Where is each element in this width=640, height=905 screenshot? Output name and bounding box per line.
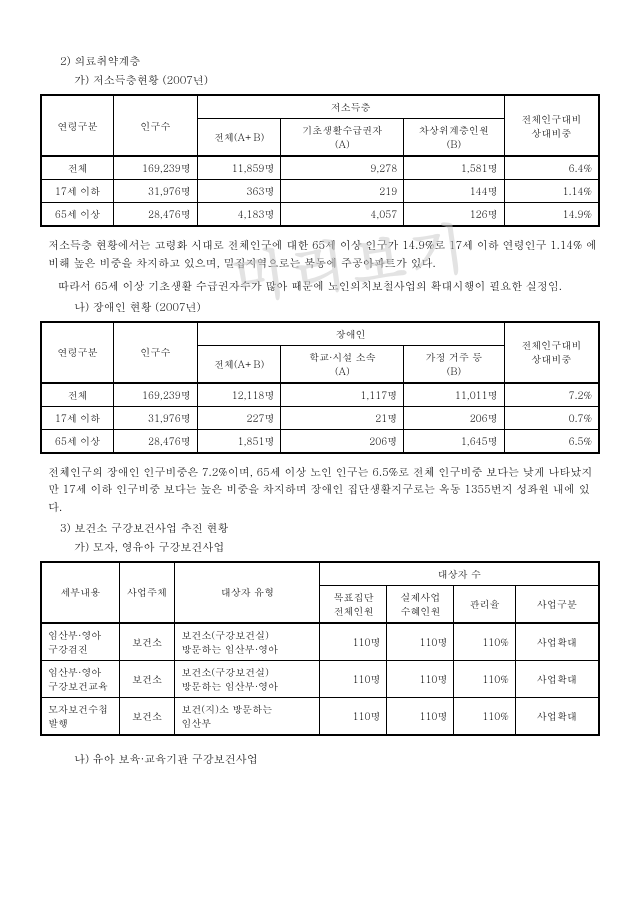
table-row: 17세 이하 31,976명 363명 219 144명 1.14%: [41, 180, 599, 203]
heading-3a: 가) 모자, 영유아 구강보건사업: [74, 540, 600, 555]
heading-2: 2) 의료취약계층: [60, 54, 600, 69]
th-b: 가정 거주 등(B): [404, 345, 504, 383]
th-target: 목표집단전체인원: [320, 585, 387, 623]
table-row: 임산부·영아구강보건교육 보건소 보건소(구강보건실)방문하는 임산부·영아 1…: [41, 660, 599, 697]
table-low-income: 연령구분 인구수 저소득층 전체인구대비상대비중 전체(A+B) 기초생활수급권…: [40, 94, 600, 227]
th-group: 저소득층: [197, 95, 504, 119]
paragraph-1: 저소득층 현황에서는 고령화 시대로 전체인구에 대한 65세 이상 인구가 1…: [48, 237, 600, 272]
table-row: 17세 이하 31,976명 227명 21명 206명 0.7%: [41, 406, 599, 429]
table-program: 세부내용 사업주체 대상자 유형 대상자 수 목표집단전체인원 실제사업수혜인원…: [40, 561, 600, 736]
th-a: 학교·시설 소속(A): [281, 345, 404, 383]
heading-3b: 나) 유아 보육·교육기관 구강보건사업: [74, 752, 600, 767]
heading-2a: 가) 저소득층현황 (2007년): [74, 73, 600, 88]
table-row: 모자보건수첩발행 보건소 보건(지)소 방문하는임산부 110명 110명 11…: [41, 697, 599, 735]
th-ratio: 전체인구대비상대비중: [504, 95, 599, 156]
th-class: 사업구분: [515, 585, 599, 623]
th-detail: 세부내용: [41, 562, 119, 623]
th-body: 사업주체: [119, 562, 175, 623]
th-age: 연령구분: [41, 95, 114, 156]
th-age: 연령구분: [41, 322, 114, 383]
table-row: 전체 169,239명 11,859명 9,278 1,581명 6.4%: [41, 156, 599, 180]
th-type: 대상자 유형: [175, 562, 320, 623]
th-ratio: 전체인구대비상대비중: [504, 322, 599, 383]
table-row: 임산부·영아구강검진 보건소 보건소(구강보건실)방문하는 임산부·영아 110…: [41, 623, 599, 661]
table-row: 65세 이상 28,476명 1,851명 206명 1,645명 6.5%: [41, 429, 599, 453]
table-disabled: 연령구분 인구수 장애인 전체인구대비상대비중 전체(A+B) 학교·시설 소속…: [40, 321, 600, 454]
th-rate: 관리율: [454, 585, 515, 623]
th-actual: 실제사업수혜인원: [387, 585, 454, 623]
th-pop: 인구수: [114, 95, 198, 156]
th-total-ab: 전체(A+B): [197, 345, 281, 383]
table-row: 전체 169,239명 12,118명 1,117명 11,011명 7.2%: [41, 383, 599, 407]
paragraph-3: 전체인구의 장애인 인구비중은 7.2%이며, 65세 이상 노인 인구는 6.…: [48, 464, 600, 517]
th-a: 기초생활수급권자(A): [281, 119, 404, 157]
paragraph-2: 따라서 65세 이상 기초생활 수급권자수가 많아 때문에 노인의치보철사업의 …: [58, 278, 600, 296]
th-pop: 인구수: [114, 322, 198, 383]
th-group: 대상자 수: [320, 562, 599, 586]
th-group: 장애인: [197, 322, 504, 346]
table-row: 65세 이상 28,476명 4,183명 4,057 126명 14.9%: [41, 203, 599, 227]
th-total-ab: 전체(A+B): [197, 119, 281, 157]
heading-3: 3) 보건소 구강보건사업 추진 현황: [60, 521, 600, 536]
heading-2b: 나) 장애인 현황 (2007년): [74, 300, 600, 315]
th-b: 차상위계층인원(B): [404, 119, 504, 157]
